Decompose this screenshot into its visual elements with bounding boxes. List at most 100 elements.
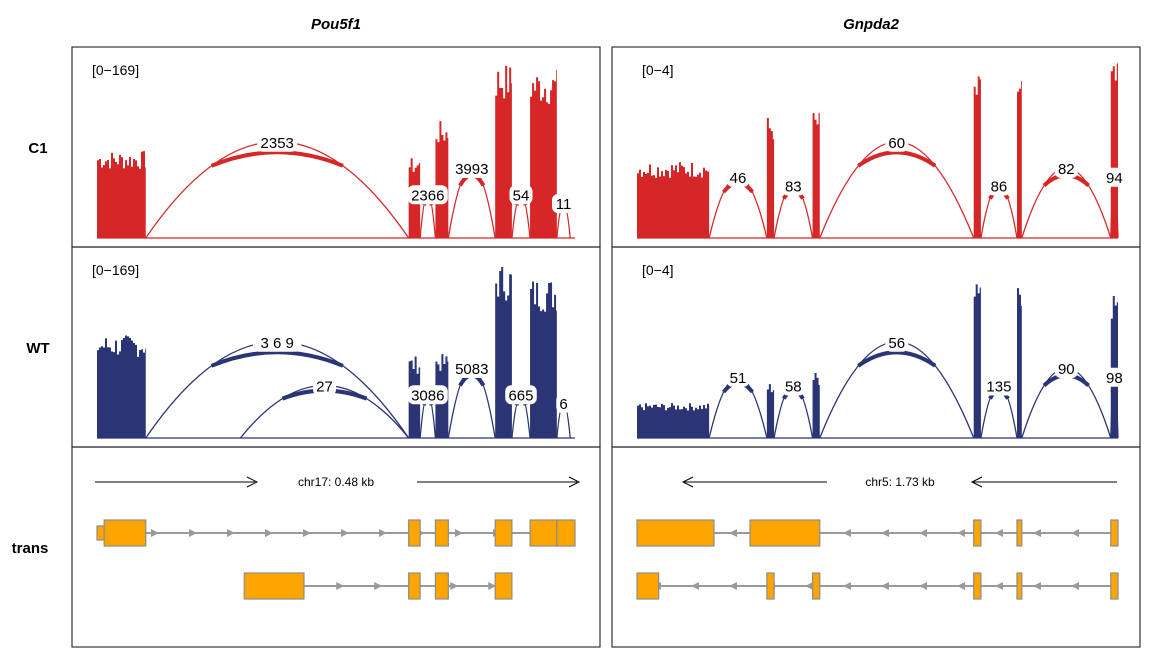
strand-arrow (881, 529, 889, 537)
junction-count-label: 56 (888, 335, 905, 352)
junction-count-label: 82 (1058, 161, 1075, 178)
junction-label-bg (313, 376, 337, 396)
junction-label-bg (726, 367, 750, 387)
junction-label-bg (556, 394, 571, 413)
exon-box (529, 519, 558, 547)
junction-arc-thick (210, 350, 344, 368)
strand-arrow (227, 529, 235, 537)
junction-count-label: 3086 (411, 387, 444, 404)
range-label-gnpda2-c1: [0−4] (642, 62, 674, 78)
junction-label-bg (451, 359, 492, 378)
strand-arrow (265, 529, 273, 537)
junction-count-label: 90 (1058, 361, 1075, 378)
junction-arc (447, 367, 496, 439)
coverage-block (812, 112, 820, 238)
junction-label-bg (726, 167, 750, 187)
exon-box (434, 519, 449, 547)
strand-arrow (336, 582, 345, 590)
exon-box (636, 572, 660, 600)
row-label-wt: WT (26, 340, 49, 357)
coverage-block (1016, 288, 1022, 438)
strand-arrow (455, 529, 463, 537)
junction-label-bg (257, 132, 298, 152)
locus-label-pou5f1: chr17: 0.48 kb (298, 475, 374, 489)
coverage-block (97, 335, 146, 438)
coverage-block (97, 151, 146, 238)
strand-arrow (379, 529, 387, 537)
junction-count-label: 27 (316, 379, 333, 396)
junction-label-bg (781, 376, 805, 396)
exon-box (811, 572, 821, 600)
strand-arrow (488, 582, 497, 590)
strand-arrow (805, 582, 813, 590)
junction-count-label: 60 (888, 135, 905, 152)
junction-label-bg (509, 185, 533, 205)
junction-label-bg (252, 332, 302, 352)
exon-box (408, 519, 421, 547)
junction-arc (145, 341, 410, 439)
strand-arrow (691, 582, 699, 590)
strand-arrow (881, 582, 889, 590)
junction-count-label: 98 (1106, 370, 1123, 387)
junction-label-bg (1054, 359, 1078, 378)
exon-box (494, 519, 513, 547)
junction-label-bg (505, 385, 537, 405)
strand-arrow (374, 582, 383, 590)
exon-box (96, 525, 105, 541)
junction-arc (1021, 167, 1112, 239)
coverage-block (637, 162, 710, 238)
strand-arrow (151, 529, 159, 537)
strand-arrow (1033, 529, 1041, 537)
junction-arc (145, 141, 410, 239)
exon-box (749, 519, 821, 547)
junction-count-label: 51 (730, 370, 747, 387)
junction-count-label: 665 (508, 387, 533, 404)
junction-label-bg (885, 132, 909, 152)
junction-count-label: 3 6 9 (261, 335, 294, 352)
junction-count-label: 5083 (455, 361, 488, 378)
strand-arrow (189, 529, 197, 537)
coverage-block (530, 69, 557, 239)
strand-arrow (919, 582, 927, 590)
strand-arrow (1071, 529, 1079, 537)
strand-arrow (341, 529, 349, 537)
junction-label-bg (1102, 367, 1126, 387)
coverage-block (495, 266, 512, 438)
coverage-block (495, 65, 512, 238)
coverage-block (435, 121, 449, 238)
junction-label-bg (1054, 159, 1078, 178)
strand-arrow (957, 582, 965, 590)
coverage-block (973, 284, 981, 438)
junction-count-label: 94 (1106, 170, 1123, 187)
exon-box (103, 519, 147, 547)
junction-arc-thick (857, 150, 937, 168)
strand-arrow (729, 582, 737, 590)
gene-title-gnpda2: Gnpda2 (843, 16, 899, 33)
junction-arc (1021, 367, 1112, 439)
exon-box (408, 572, 421, 600)
coverage-block (1016, 80, 1022, 239)
junction-count-label: 58 (785, 379, 802, 396)
junction-arc-thick (857, 350, 937, 368)
gene-title-pou5f1: Pou5f1 (311, 16, 361, 33)
junction-count-label: 3993 (455, 161, 488, 178)
junction-label-bg (983, 376, 1015, 396)
locus-axis-gnpda2: chr5: 1.73 kb (681, 475, 1117, 489)
exon-box (494, 572, 513, 600)
strand-arrow (995, 529, 1003, 537)
strand-arrow (957, 529, 965, 537)
exon-box (434, 572, 449, 600)
strand-arrow (919, 529, 927, 537)
junction-count-label: 54 (513, 187, 530, 204)
range-label-pou5f1-c1: [0−169] (92, 62, 139, 78)
junction-label-bg (552, 194, 576, 213)
exon-box (556, 519, 576, 547)
coverage-block (766, 118, 775, 238)
exon-box (636, 519, 715, 547)
junction-arc (447, 167, 496, 239)
panel-gnpda2-trans (611, 446, 1141, 648)
row-label-c1: C1 (28, 140, 47, 157)
strand-arrow (303, 529, 311, 537)
exon-box (1110, 572, 1119, 600)
locus-label-gnpda2: chr5: 1.73 kb (865, 475, 935, 489)
